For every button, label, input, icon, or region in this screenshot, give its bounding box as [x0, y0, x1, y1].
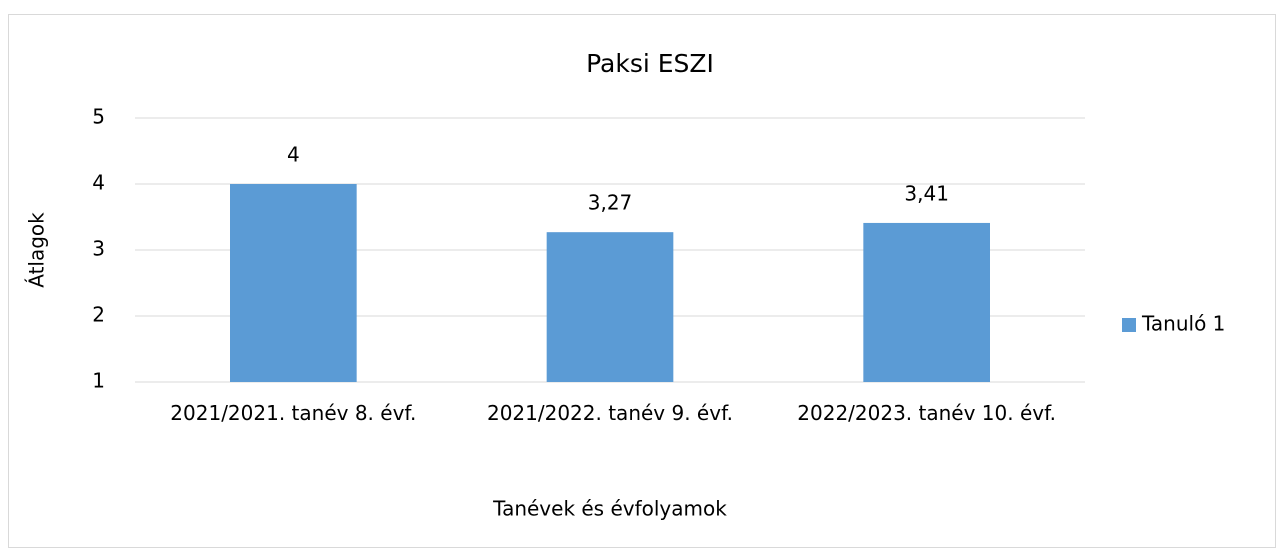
x-tick-label-box: 2021/2021. tanév 8. évf. [170, 401, 417, 425]
legend-label: Tanuló 1 [1141, 312, 1225, 336]
bar [546, 232, 674, 382]
x-tick-label-box: 2021/2022. tanév 9. évf. [486, 401, 734, 425]
bar [230, 184, 357, 382]
chart-title: Paksi ESZI [586, 49, 714, 78]
x-tick-label: 2022/2023. tanév 10. évf. [797, 401, 1057, 425]
y-tick-label: 1 [92, 369, 105, 393]
y-tick-label: 2 [92, 303, 105, 327]
legend-swatch [1122, 318, 1136, 332]
x-tick-label: 2021/2021. tanév 8. évf. [170, 401, 417, 425]
data-label: 3,27 [588, 191, 633, 215]
y-axis-title: Átlagok [25, 212, 49, 288]
y-tick-label: 4 [92, 171, 105, 195]
y-tick-label: 3 [92, 237, 105, 261]
x-tick-label-box: 2022/2023. tanév 10. évf. [797, 401, 1057, 425]
y-tick-label: 5 [92, 105, 105, 129]
data-label: 4 [287, 143, 300, 167]
x-tick-label: 2021/2022. tanév 9. évf. [486, 401, 734, 425]
data-label: 3,41 [904, 181, 949, 205]
bar [863, 222, 990, 382]
x-axis-title: Tanévek és évfolyamok [492, 497, 727, 521]
